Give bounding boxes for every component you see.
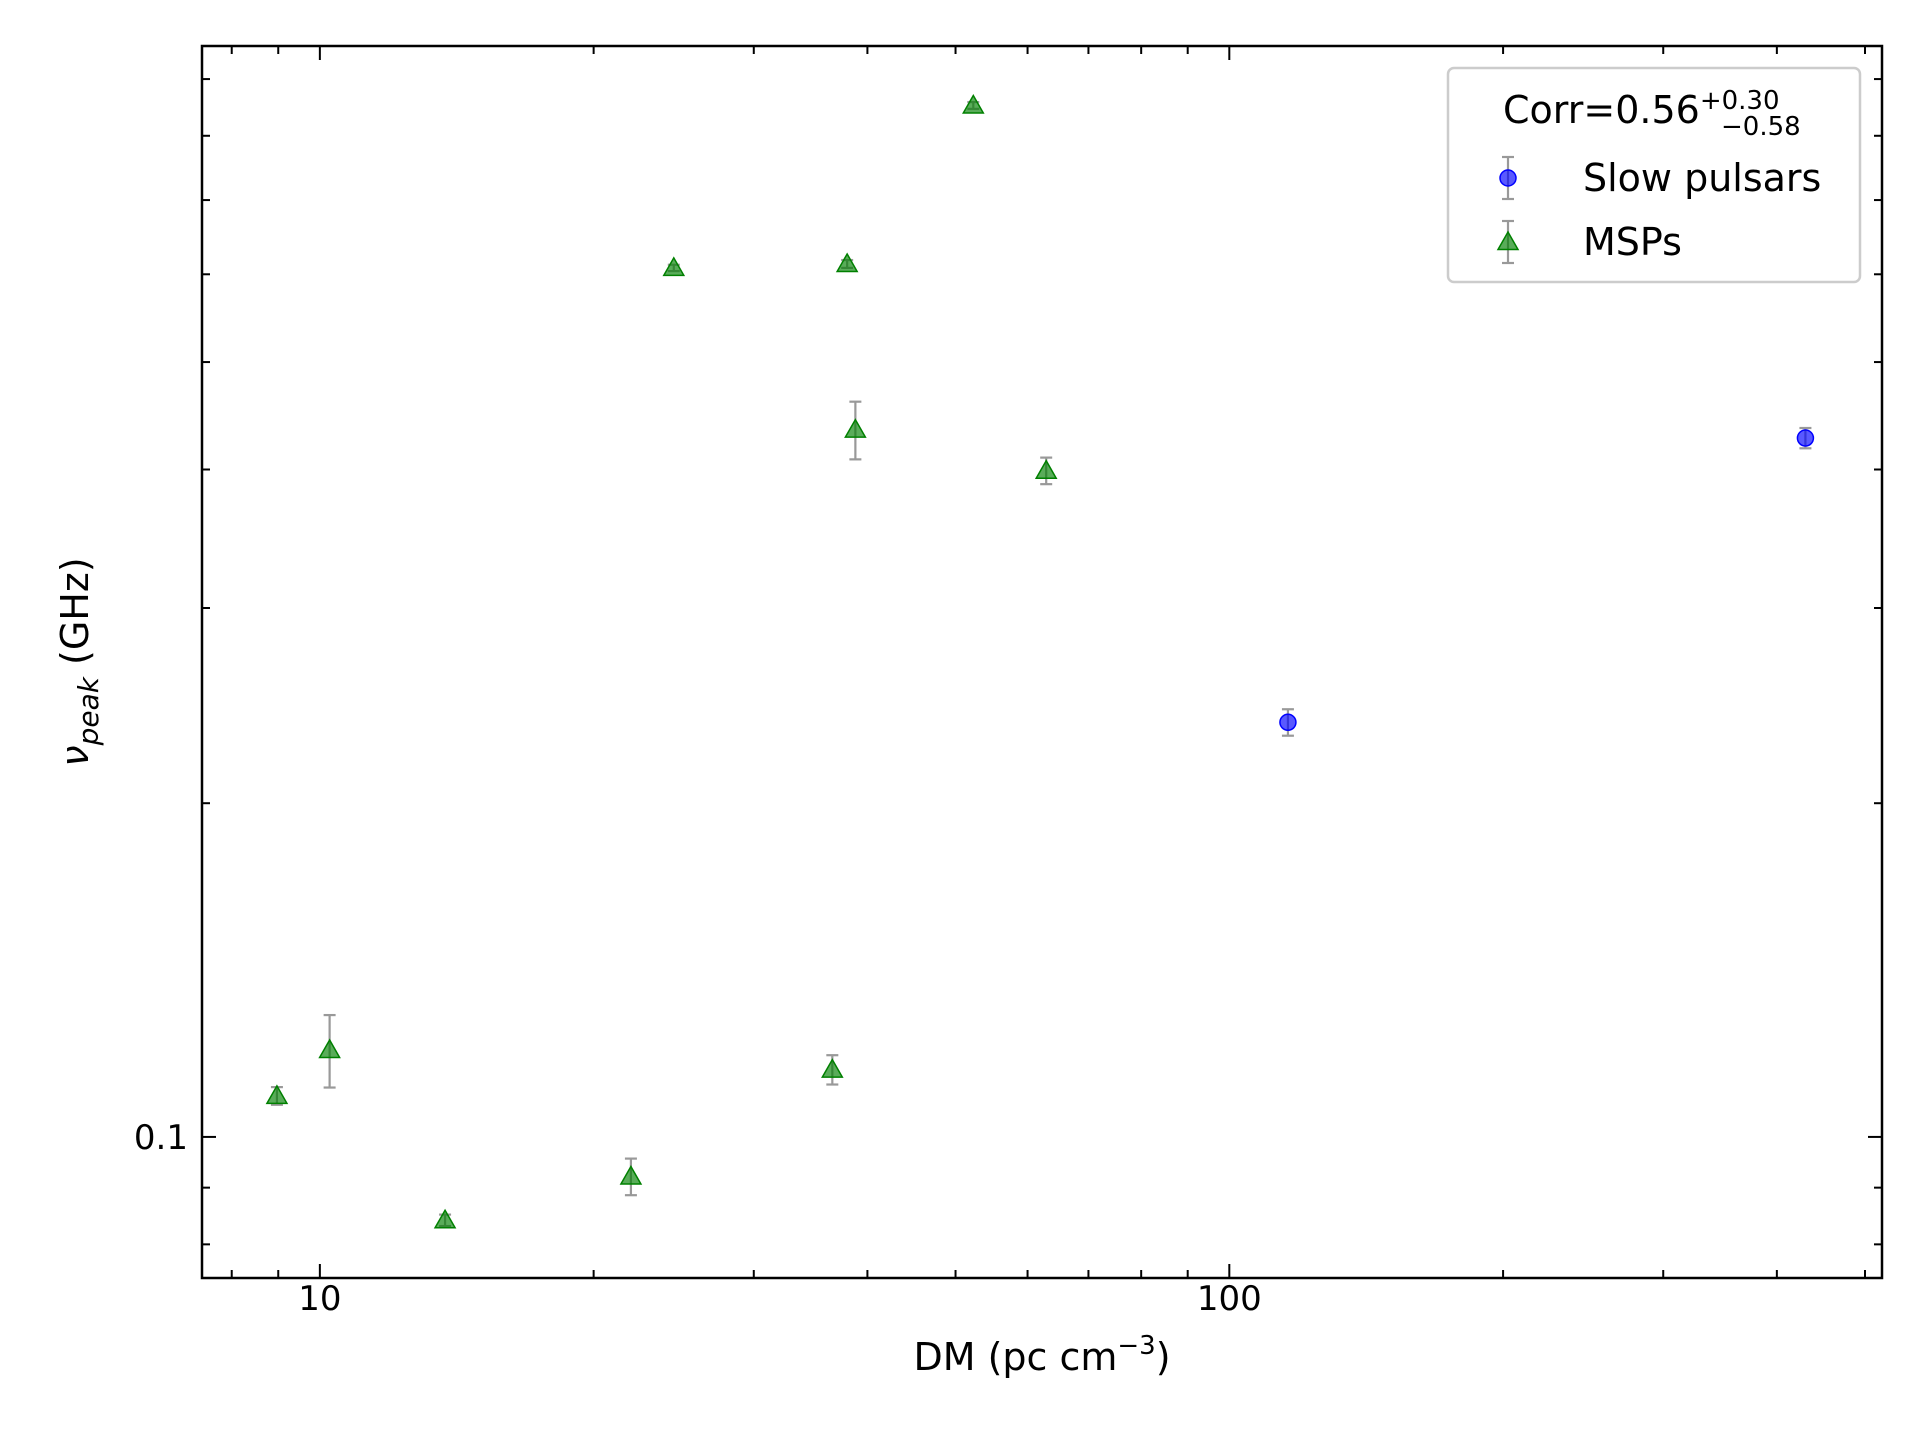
y-label-symbol: ν bbox=[53, 745, 97, 766]
x-tick-label: 10 bbox=[298, 1279, 341, 1319]
x-label-text: DM (pc cm bbox=[913, 1335, 1117, 1379]
legend-title: Corr=0.56+0.30 bbox=[1503, 86, 1780, 132]
point bbox=[619, 1165, 643, 1185]
legend-marker bbox=[1499, 169, 1517, 187]
legend-label: Slow pulsars bbox=[1583, 156, 1821, 200]
legend-label: MSPs bbox=[1583, 220, 1682, 264]
x-tick-label: 100 bbox=[1197, 1279, 1262, 1319]
legend: Corr=0.56+0.30−0.58 Slow pulsars MSPs bbox=[1446, 66, 1862, 284]
y-tick-label: 0.1 bbox=[134, 1118, 188, 1158]
x-axis-label: DM (pc cm−3) bbox=[913, 1331, 1170, 1379]
point bbox=[433, 1208, 457, 1229]
point bbox=[662, 256, 686, 277]
point bbox=[265, 1084, 289, 1105]
legend-title-sup: +0.30 bbox=[1700, 86, 1780, 116]
point bbox=[318, 1038, 341, 1059]
x-label-end: ) bbox=[1156, 1335, 1171, 1379]
point bbox=[1279, 713, 1297, 732]
point bbox=[1034, 459, 1058, 479]
legend-title-text: Corr=0.56 bbox=[1503, 88, 1700, 132]
legend-marker bbox=[1496, 230, 1520, 251]
plot-frame bbox=[200, 44, 1884, 1280]
point bbox=[1796, 429, 1815, 447]
x-label-sup: −3 bbox=[1117, 1331, 1155, 1361]
point bbox=[821, 1058, 844, 1078]
point bbox=[962, 93, 985, 114]
legend-title-sub: −0.58 bbox=[1721, 112, 1801, 142]
y-label-sub: peak bbox=[72, 675, 105, 746]
point bbox=[844, 418, 867, 438]
point bbox=[835, 252, 859, 273]
y-axis-label: νpeak (GHz) bbox=[53, 557, 105, 766]
y-label-unit: (GHz) bbox=[53, 557, 97, 677]
legend-box bbox=[1446, 66, 1862, 284]
